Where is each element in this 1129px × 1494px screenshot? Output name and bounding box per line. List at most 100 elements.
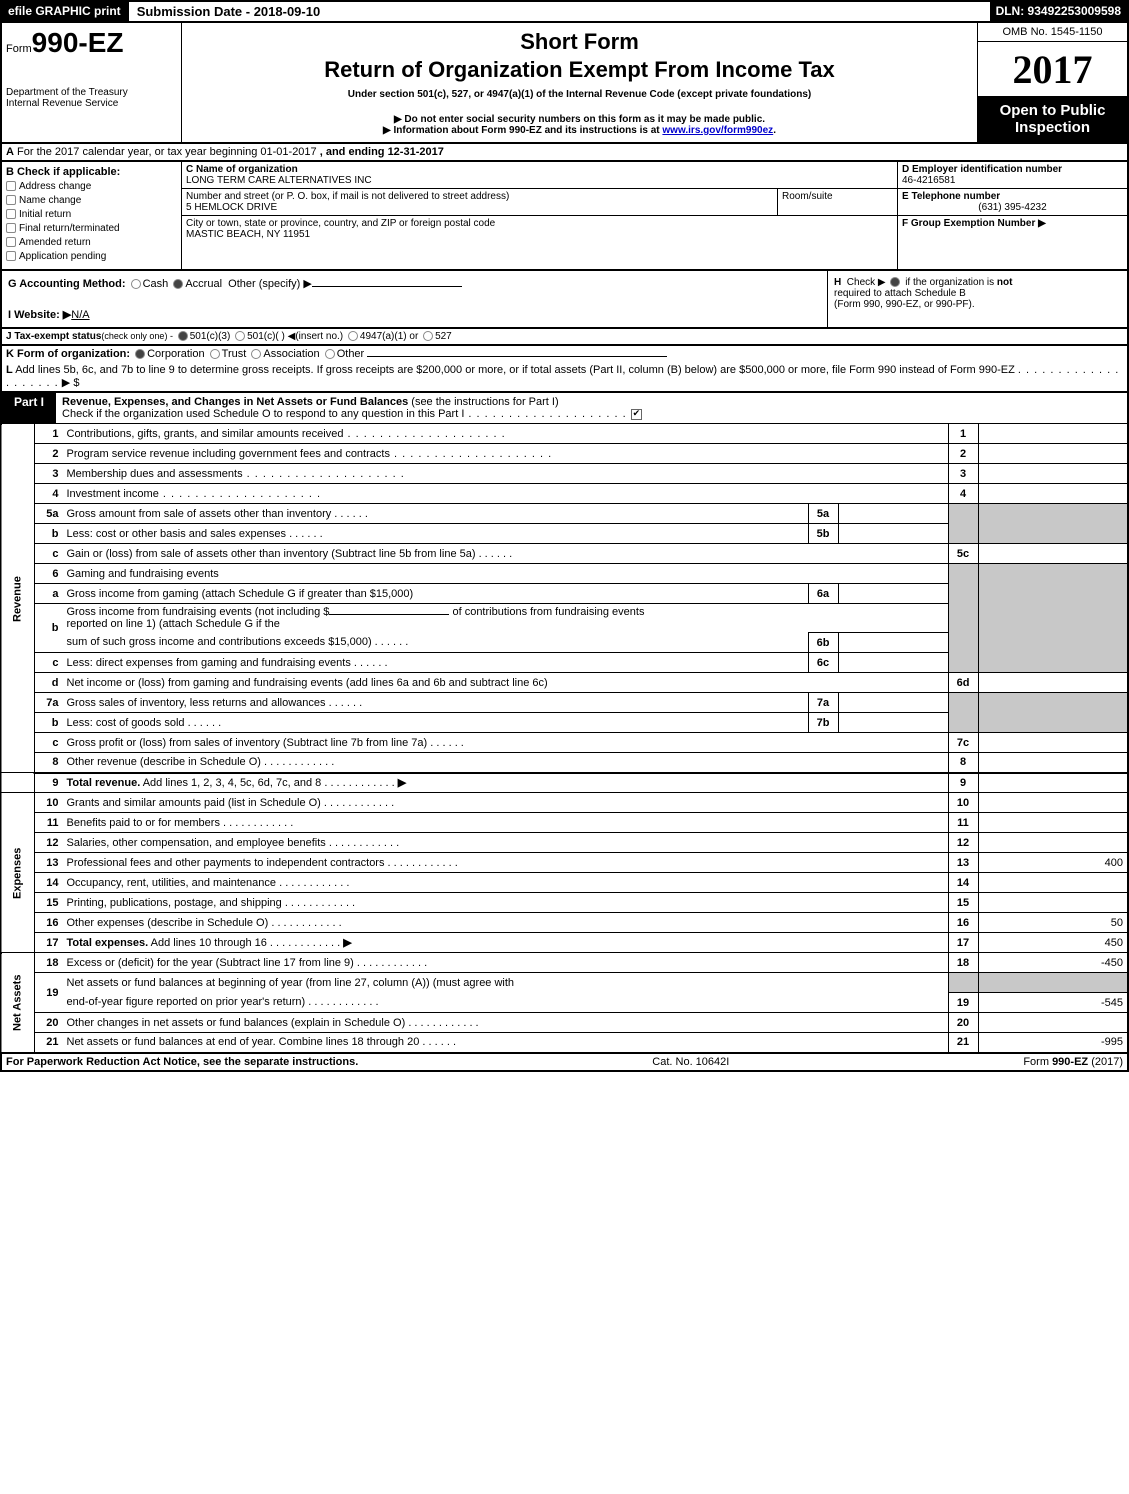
row-gh: G Accounting Method: Cash Accrual Other … <box>0 271 1129 329</box>
radio-501c3[interactable] <box>178 331 188 341</box>
radio-4947[interactable] <box>348 331 358 341</box>
desc-18: Excess or (deficit) for the year (Subtra… <box>67 957 354 969</box>
chk-application-pending[interactable] <box>6 251 16 261</box>
desc-6c: Less: direct expenses from gaming and fu… <box>67 657 388 669</box>
l-text: Add lines 5b, 6c, and 7b to line 9 to de… <box>15 364 1015 376</box>
table-row: 15 Printing, publications, postage, and … <box>1 893 1128 913</box>
row-a-label: A <box>6 146 14 158</box>
lbl-other-org: Other <box>337 348 365 360</box>
lbl-accrual: Accrual <box>185 278 222 290</box>
dots-10 <box>321 797 394 809</box>
radio-501c[interactable] <box>235 331 245 341</box>
val-13: 400 <box>978 853 1128 873</box>
lbl-address-change: Address change <box>19 181 91 192</box>
num-9: 9 <box>948 773 978 793</box>
form-prefix: Form <box>6 43 32 55</box>
radio-corporation[interactable] <box>135 349 145 359</box>
ln-7a: 7a <box>35 693 63 713</box>
ln-18: 18 <box>35 953 63 973</box>
website-value: N/A <box>71 309 89 321</box>
part1-schedule-o-checkbox[interactable] <box>631 409 642 420</box>
chk-amended-return[interactable] <box>6 237 16 247</box>
desc-11: Benefits paid to or for members <box>67 817 220 829</box>
lbl-cash: Cash <box>143 278 169 290</box>
other-org-input[interactable] <box>367 356 667 357</box>
chk-initial-return[interactable] <box>6 209 16 219</box>
num-15: 15 <box>948 893 978 913</box>
desc-15: Printing, publications, postage, and shi… <box>67 897 282 909</box>
ln-12: 12 <box>35 833 63 853</box>
tax-year: 2017 <box>978 42 1127 96</box>
table-row: 3 Membership dues and assessments 3 <box>1 464 1128 484</box>
dots-8 <box>261 756 334 768</box>
val-9 <box>978 773 1128 793</box>
table-row: 13 Professional fees and other payments … <box>1 853 1128 873</box>
desc-6d: Net income or (loss) from gaming and fun… <box>63 673 949 693</box>
table-row: 12 Salaries, other compensation, and emp… <box>1 833 1128 853</box>
table-row: end-of-year figure reported on prior yea… <box>1 993 1128 1013</box>
submission-date: Submission Date - 2018-09-10 <box>127 2 329 21</box>
desc-6: Gaming and fundraising events <box>63 564 949 584</box>
val-19: -545 <box>978 993 1128 1013</box>
efile-print-button[interactable]: efile GRAPHIC print <box>2 2 127 21</box>
input-6b-amount[interactable] <box>329 614 449 615</box>
dots-19 <box>305 996 378 1008</box>
lbl-trust: Trust <box>222 348 247 360</box>
f-arrow-icon: ▶ <box>1038 218 1046 229</box>
box-b-header: Check if applicable: <box>17 166 120 178</box>
ln-9: 9 <box>35 773 63 793</box>
subval-7a <box>838 693 948 713</box>
chk-address-change[interactable] <box>6 181 16 191</box>
radio-527[interactable] <box>423 331 433 341</box>
ln-13: 13 <box>35 853 63 873</box>
irs-link[interactable]: www.irs.gov/form990ez <box>662 125 773 136</box>
dots-20 <box>405 1017 478 1029</box>
radio-trust[interactable] <box>210 349 220 359</box>
desc-10: Grants and similar amounts paid (list in… <box>67 797 321 809</box>
num-14: 14 <box>948 873 978 893</box>
sub-5a: 5a <box>808 504 838 524</box>
num-11: 11 <box>948 813 978 833</box>
desc-7b: Less: cost of goods sold <box>67 717 222 729</box>
radio-cash[interactable] <box>131 279 141 289</box>
row-a-text: For the 2017 calendar year, or tax year … <box>17 146 317 158</box>
num-5c: 5c <box>948 544 978 564</box>
shade-5v <box>978 504 1128 544</box>
lbl-application-pending: Application pending <box>19 251 106 262</box>
val-17: 450 <box>978 933 1128 953</box>
other-specify-input[interactable] <box>312 286 462 287</box>
c-city-label: City or town, state or province, country… <box>186 218 893 229</box>
ln-14: 14 <box>35 873 63 893</box>
num-16: 16 <box>948 913 978 933</box>
d-value: 46-4216581 <box>902 175 1123 186</box>
desc-6b3: sum of such gross income and contributio… <box>63 633 809 653</box>
val-12 <box>978 833 1128 853</box>
table-row: 2 Program service revenue including gove… <box>1 444 1128 464</box>
dln-number: DLN: 93492253009598 <box>990 2 1127 21</box>
num-7c: 7c <box>948 733 978 753</box>
sub-6a: 6a <box>808 584 838 604</box>
under-section-text: Under section 501(c), 527, or 4947(a)(1)… <box>188 89 971 100</box>
chk-name-change[interactable] <box>6 195 16 205</box>
ln-11: 11 <box>35 813 63 833</box>
box-b: B Check if applicable: Address change Na… <box>2 162 182 269</box>
num-3: 3 <box>948 464 978 484</box>
row-a-ending: , and ending 12-31-2017 <box>320 146 444 158</box>
val-20 <box>978 1013 1128 1033</box>
desc-4: Investment income <box>67 488 322 500</box>
page-footer: For Paperwork Reduction Act Notice, see … <box>0 1054 1129 1072</box>
num-2: 2 <box>948 444 978 464</box>
short-form-title: Short Form <box>188 29 971 55</box>
desc-1: Contributions, gifts, grants, and simila… <box>67 428 506 440</box>
no-ssn-line: ▶ Do not enter social security numbers o… <box>188 114 971 125</box>
l-label: L <box>6 364 13 376</box>
h-checkbox[interactable] <box>890 277 900 287</box>
chk-final-return[interactable] <box>6 223 16 233</box>
header-middle: Short Form Return of Organization Exempt… <box>182 23 977 142</box>
num-8: 8 <box>948 753 978 773</box>
ln-16: 16 <box>35 913 63 933</box>
radio-association[interactable] <box>251 349 261 359</box>
radio-other-org[interactable] <box>325 349 335 359</box>
radio-accrual[interactable] <box>173 279 183 289</box>
top-bar: efile GRAPHIC print Submission Date - 20… <box>0 0 1129 23</box>
